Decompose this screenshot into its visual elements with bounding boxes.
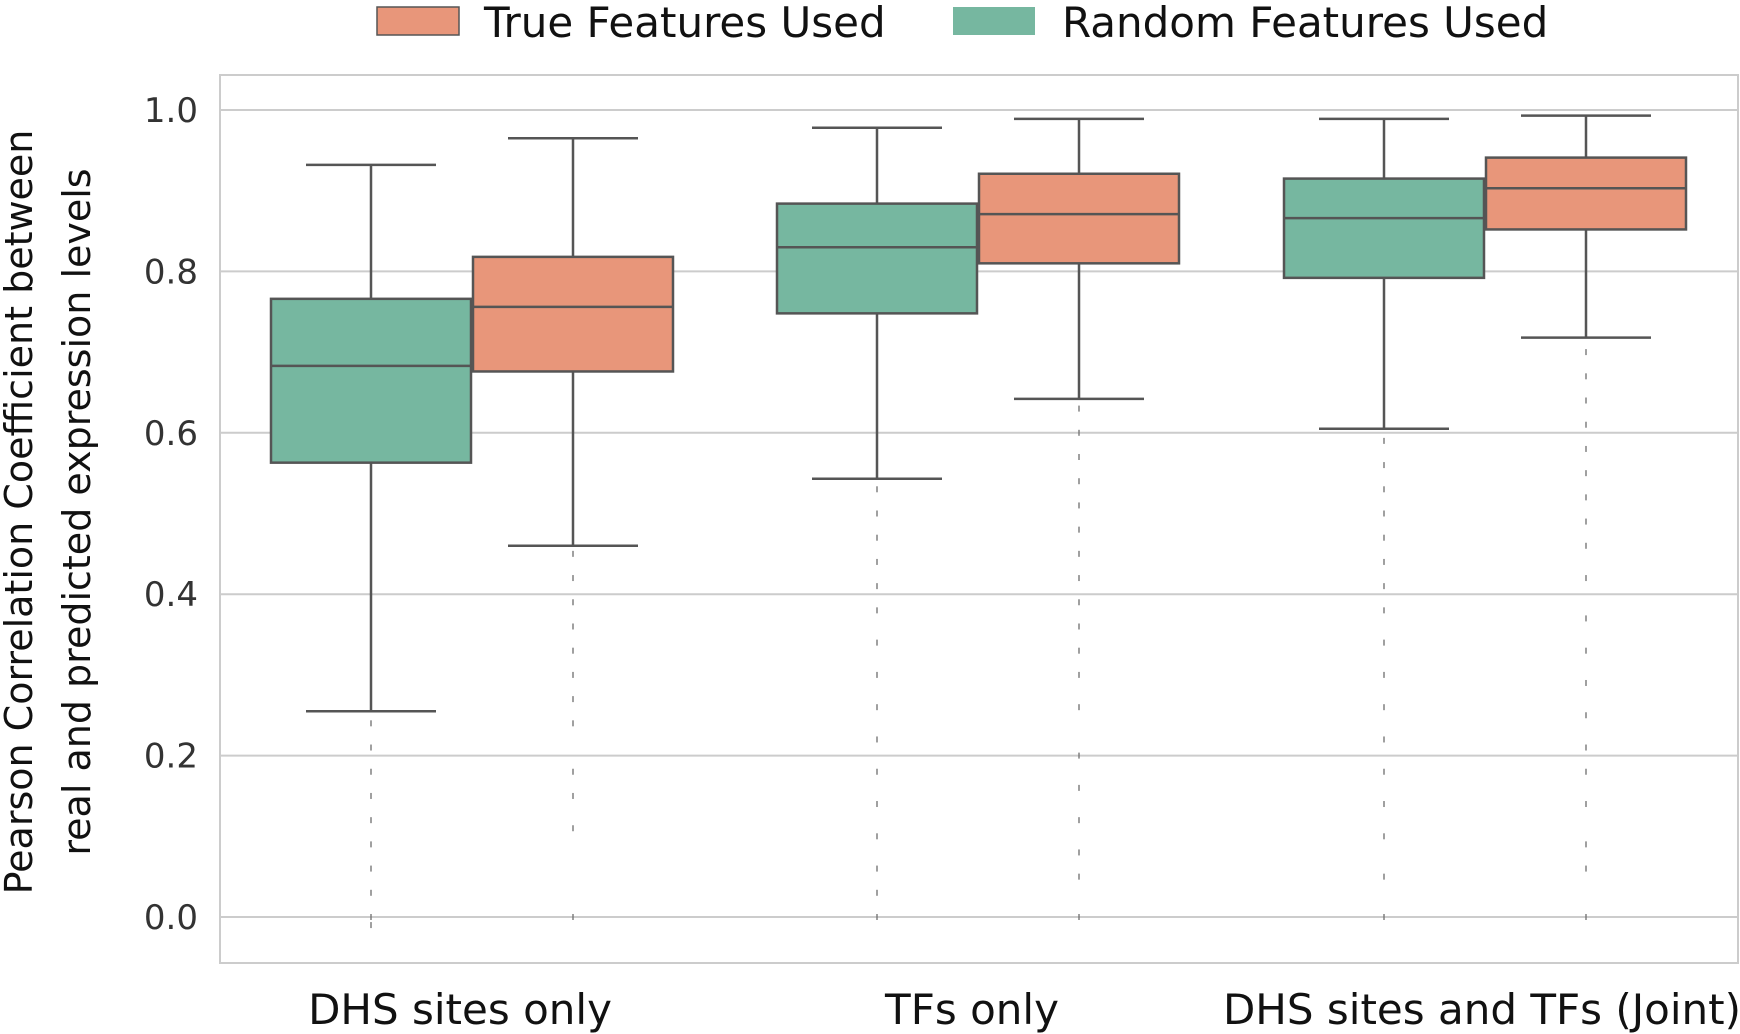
legend-swatch-true-features — [376, 6, 460, 36]
y-tick-label-3: 0.6 — [144, 414, 198, 454]
box-0-0 — [269, 163, 473, 929]
legend: True Features Used Random Features Used — [376, 0, 1548, 47]
x-axis-categories: DHS sites only TFs only DHS sites and TFs … — [308, 985, 1740, 1034]
box-iqr — [269, 297, 473, 464]
box-iqr — [977, 172, 1181, 265]
box-0-1 — [775, 126, 979, 920]
box-1-0 — [471, 136, 675, 920]
box-0-2 — [1282, 117, 1486, 920]
x-category-label-2: DHS sites and TFs (Joint) — [1223, 985, 1740, 1034]
y-tick-label-5: 1.0 — [144, 91, 198, 131]
legend-label-random-features: Random Features Used — [1062, 0, 1548, 47]
box-iqr — [471, 255, 675, 373]
legend-label-true-features: True Features Used — [483, 0, 886, 47]
box-iqr — [775, 202, 979, 315]
x-category-label-0: DHS sites only — [308, 985, 612, 1034]
box-1-1 — [977, 117, 1181, 920]
x-category-label-1: TFs only — [884, 985, 1059, 1034]
box-1-2 — [1484, 114, 1688, 920]
legend-swatch-random-features — [953, 7, 1035, 35]
box-iqr — [1484, 156, 1688, 231]
y-tick-label-1: 0.2 — [144, 737, 198, 777]
y-axis-label: Pearson Correlation Coefficient between … — [0, 130, 99, 895]
y-axis-label-line-1: Pearson Correlation Coefficient between — [0, 130, 41, 895]
y-tick-label-2: 0.4 — [144, 575, 198, 615]
y-tick-label-0: 0.0 — [144, 898, 198, 938]
y-tick-label-4: 0.8 — [144, 252, 198, 292]
box-series — [269, 114, 1688, 929]
y-axis-ticks: 0.0 0.2 0.4 0.6 0.8 1.0 — [144, 91, 198, 938]
box-iqr — [1282, 177, 1486, 280]
y-axis-label-line-2: real and predicted expression levels — [55, 168, 99, 855]
